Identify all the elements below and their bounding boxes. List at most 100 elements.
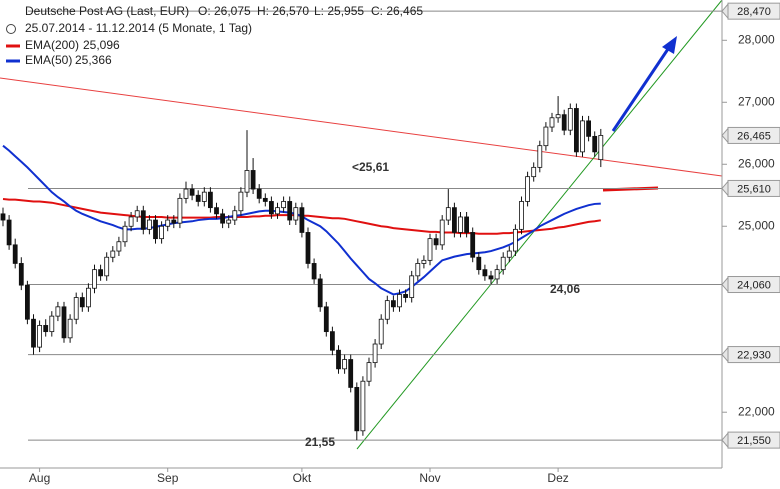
- candle-body: [409, 275, 415, 298]
- legend-value: 25,096: [83, 38, 120, 52]
- legend-label: EMA(50): [25, 53, 72, 67]
- level-box: [727, 346, 780, 364]
- candle-body: [458, 216, 463, 233]
- candle-body: [586, 120, 591, 137]
- candle-body: [268, 201, 274, 215]
- candle-body: [592, 135, 598, 153]
- candle-body: [482, 269, 488, 277]
- candle-body: [250, 170, 256, 190]
- header-close: C: 26,465: [371, 4, 423, 18]
- candle-body: [293, 207, 299, 221]
- candle-body: [153, 219, 158, 240]
- candle-body: [470, 232, 476, 258]
- candle-body: [262, 197, 268, 202]
- candle-body: [244, 170, 250, 193]
- level-label: 25,610: [737, 183, 771, 195]
- uptrend-line: [356, 0, 723, 450]
- candle-body: [397, 294, 402, 308]
- candle-body: [531, 166, 537, 178]
- candle-body: [214, 207, 219, 215]
- candle-body: [18, 263, 24, 286]
- candle-body: [323, 306, 329, 333]
- y-tick-label: 27,000: [738, 94, 775, 108]
- header-low: L: 25,955: [314, 4, 364, 18]
- candle-body: [549, 117, 555, 128]
- candle-body: [537, 145, 543, 168]
- candle-body: [256, 188, 262, 199]
- candle-body: [207, 191, 213, 209]
- candle-body: [0, 213, 6, 221]
- candle-body: [439, 219, 445, 246]
- chart-title: Deutsche Post AG (Last, EUR): [25, 4, 189, 18]
- candle-body: [500, 256, 506, 271]
- candle-body: [55, 306, 61, 317]
- annotation: <25,61: [352, 160, 389, 174]
- candle-body: [311, 263, 317, 280]
- candle-body: [476, 256, 482, 271]
- candle-body: [287, 201, 293, 221]
- candle-body: [464, 216, 470, 233]
- candle-body: [329, 331, 335, 351]
- level-box: [727, 2, 780, 20]
- candle-body: [317, 278, 323, 308]
- candle-body: [574, 108, 579, 153]
- candle-body: [506, 250, 512, 258]
- candle-body: [403, 294, 409, 298]
- candle-body: [238, 191, 244, 212]
- candle-body: [488, 275, 494, 280]
- candle-body: [427, 238, 433, 261]
- x-tick-label: Sep: [157, 471, 179, 485]
- candle-body: [159, 225, 165, 240]
- candle-body: [122, 225, 128, 243]
- candle-body: [86, 287, 91, 308]
- candle-body: [543, 126, 549, 147]
- x-tick-label: Aug: [29, 471, 50, 485]
- candle-body: [525, 176, 530, 202]
- candle-body: [43, 325, 49, 333]
- x-tick-label: Dez: [547, 471, 568, 485]
- candle-body: [567, 108, 573, 131]
- candle-body: [519, 201, 524, 230]
- candle-body: [226, 219, 232, 224]
- candle-body: [342, 359, 348, 370]
- level-label: 24,060: [737, 279, 771, 291]
- candle-body: [12, 244, 18, 264]
- candle-body: [6, 219, 12, 246]
- candle-body: [275, 207, 280, 215]
- arrow-head: [662, 36, 677, 54]
- candle-body: [336, 349, 341, 370]
- candle-body: [195, 194, 201, 202]
- x-tick-label: Nov: [419, 471, 440, 485]
- candle-body: [354, 387, 360, 432]
- candle-body: [513, 228, 518, 252]
- candle-body: [110, 250, 116, 258]
- candle-body: [366, 362, 372, 382]
- candle-body: [104, 256, 110, 277]
- level-box: [727, 126, 780, 144]
- candle-body: [201, 191, 207, 202]
- candle-body: [445, 207, 451, 221]
- candle-body: [555, 114, 561, 119]
- candle-body: [116, 241, 122, 252]
- level-label: 21,550: [737, 435, 771, 447]
- candle-body: [305, 232, 311, 264]
- candle-body: [494, 269, 500, 280]
- clock-icon: [6, 24, 16, 34]
- y-tick-label: 26,000: [738, 156, 775, 170]
- candle-body: [128, 216, 134, 227]
- candle-body: [451, 207, 457, 233]
- y-tick-label: 25,000: [738, 218, 775, 232]
- candle-body: [390, 300, 396, 308]
- candle-body: [415, 263, 421, 277]
- annotation: 21,55: [305, 435, 335, 449]
- level-label: 22,930: [737, 349, 771, 361]
- header-open: O: 26,075: [198, 4, 251, 18]
- candle-body: [134, 210, 140, 218]
- arrow-shaft: [611, 45, 672, 132]
- candle-body: [37, 325, 42, 348]
- candle-body: [281, 201, 287, 209]
- candle-body: [24, 284, 30, 320]
- candle-body: [360, 380, 366, 432]
